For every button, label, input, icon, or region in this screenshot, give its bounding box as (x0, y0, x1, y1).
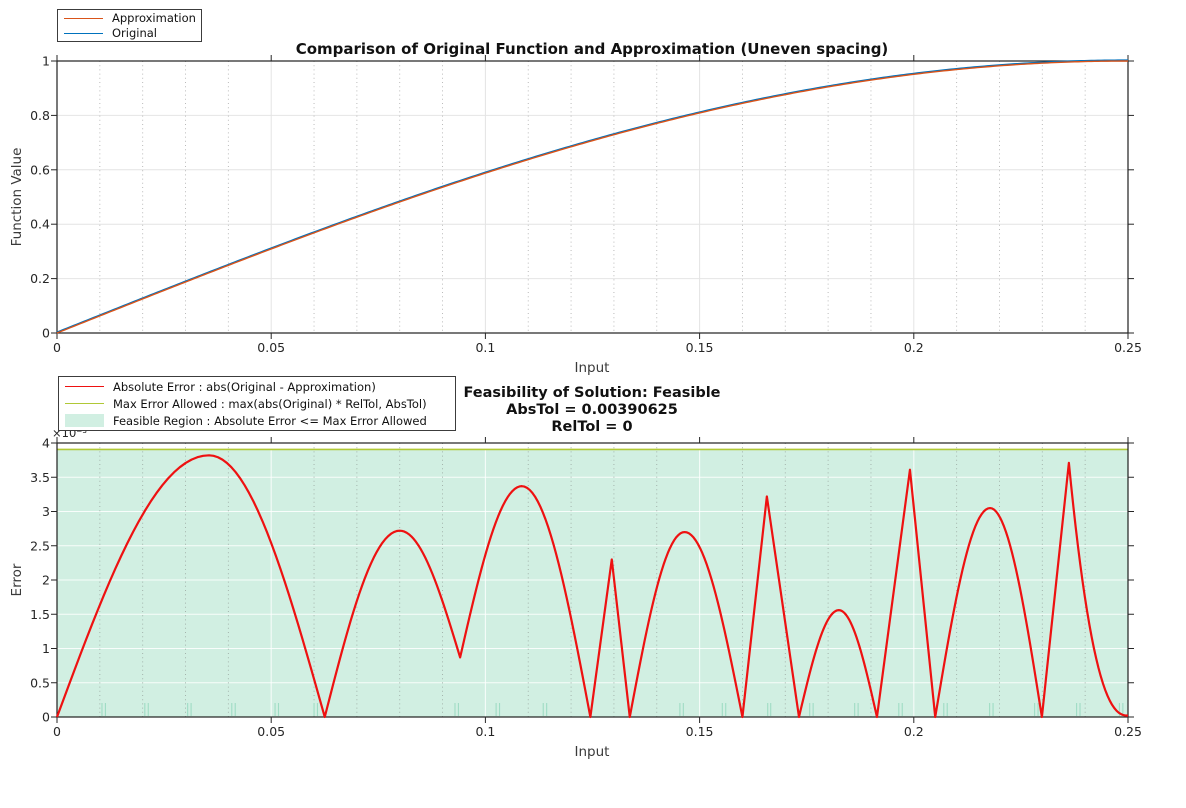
top-axes-box (56, 60, 1129, 334)
x-tick-label: 0.15 (686, 340, 714, 355)
y-tick-label: 0 (42, 326, 50, 341)
x-tick-label: 0.2 (904, 724, 924, 739)
y-tick-label: 0.2 (30, 271, 50, 286)
top-plot: 0 0.05 0.1 0.15 0.2 0.25 0 0.2 0.4 0.6 0.8 1 (30, 54, 1142, 356)
y-tick-label: 1 (42, 641, 50, 656)
approximation-line-sample (64, 17, 103, 19)
absolute-error-line-sample (65, 386, 104, 387)
y-tick-label: 0.6 (30, 162, 50, 177)
original-curve (56, 59, 1128, 333)
x-tick-label: 0.1 (475, 340, 495, 355)
legend-label: Original (112, 26, 158, 40)
top-yaxis-label: Function Value (9, 148, 25, 247)
x-tick-label: 0.2 (904, 340, 924, 355)
x-tick-label: 0.1 (475, 724, 495, 739)
bottom-plot: 0 0.05 0.1 0.15 0.2 0.25 0 0.5 1 1.5 2 2.5 3 3.5 4 (30, 436, 1142, 740)
x-tick-label: 0.15 (686, 724, 714, 739)
max-error-line-sample (65, 403, 104, 404)
legend-label: Approximation (112, 11, 196, 25)
legend-label: Max Error Allowed : max(abs(Original) * … (113, 396, 427, 411)
y-tick-label: 0 (42, 710, 50, 725)
top-legend: Approximation Original (57, 9, 202, 42)
x-tick-label: 0.25 (1114, 340, 1142, 355)
original-line-sample (64, 32, 103, 34)
y-tick-label: 3 (42, 504, 50, 519)
bottom-plot-title-line1: Feasibility of Solution: Feasible (463, 385, 720, 401)
bottom-plot-title-line2: AbsTol = 0.00390625 (506, 402, 678, 418)
x-tick-label: 0 (53, 724, 61, 739)
top-plot-title: Comparison of Original Function and Appr… (296, 40, 889, 58)
y-tick-label: 0.8 (30, 108, 50, 123)
y-tick-label: 1.5 (30, 607, 50, 622)
legend-item-absolute-error: Absolute Error : abs(Original - Approxim… (59, 378, 455, 395)
legend-item-approximation: Approximation (58, 11, 201, 26)
y-tick-label: 0.4 (30, 217, 50, 232)
legend-item-feasible-region: Feasible Region : Absolute Error <= Max … (59, 412, 455, 429)
x-tick-label: 0.05 (257, 724, 285, 739)
legend-label: Feasible Region : Absolute Error <= Max … (113, 413, 427, 428)
y-tick-label: 2 (42, 573, 50, 588)
feasible-region-patch-sample (65, 414, 104, 427)
approximation-curve (56, 60, 1128, 334)
y-tick-label: 3.5 (30, 470, 50, 485)
y-tick-label: 1 (42, 54, 50, 69)
legend-item-original: Original (58, 26, 201, 41)
legend-item-max-error: Max Error Allowed : max(abs(Original) * … (59, 395, 455, 412)
x-tick-label: 0.25 (1114, 724, 1142, 739)
bottom-yaxis-label: Error (9, 563, 25, 596)
bottom-xaxis-label: Input (575, 744, 610, 760)
bottom-legend: Absolute Error : abs(Original - Approxim… (58, 376, 456, 431)
absolute-error-curve (55, 454, 1129, 719)
top-xaxis-label: Input (575, 360, 610, 376)
bottom-plot-title-line3: RelTol = 0 (551, 419, 632, 435)
x-tick-label: 0 (53, 340, 61, 355)
legend-label: Absolute Error : abs(Original - Approxim… (113, 379, 376, 394)
feasible-region (57, 449, 1128, 717)
y-tick-label: 0.5 (30, 675, 50, 690)
x-tick-label: 0.05 (257, 340, 285, 355)
y-tick-label: 4 (42, 436, 50, 451)
y-tick-label: 2.5 (30, 538, 50, 553)
